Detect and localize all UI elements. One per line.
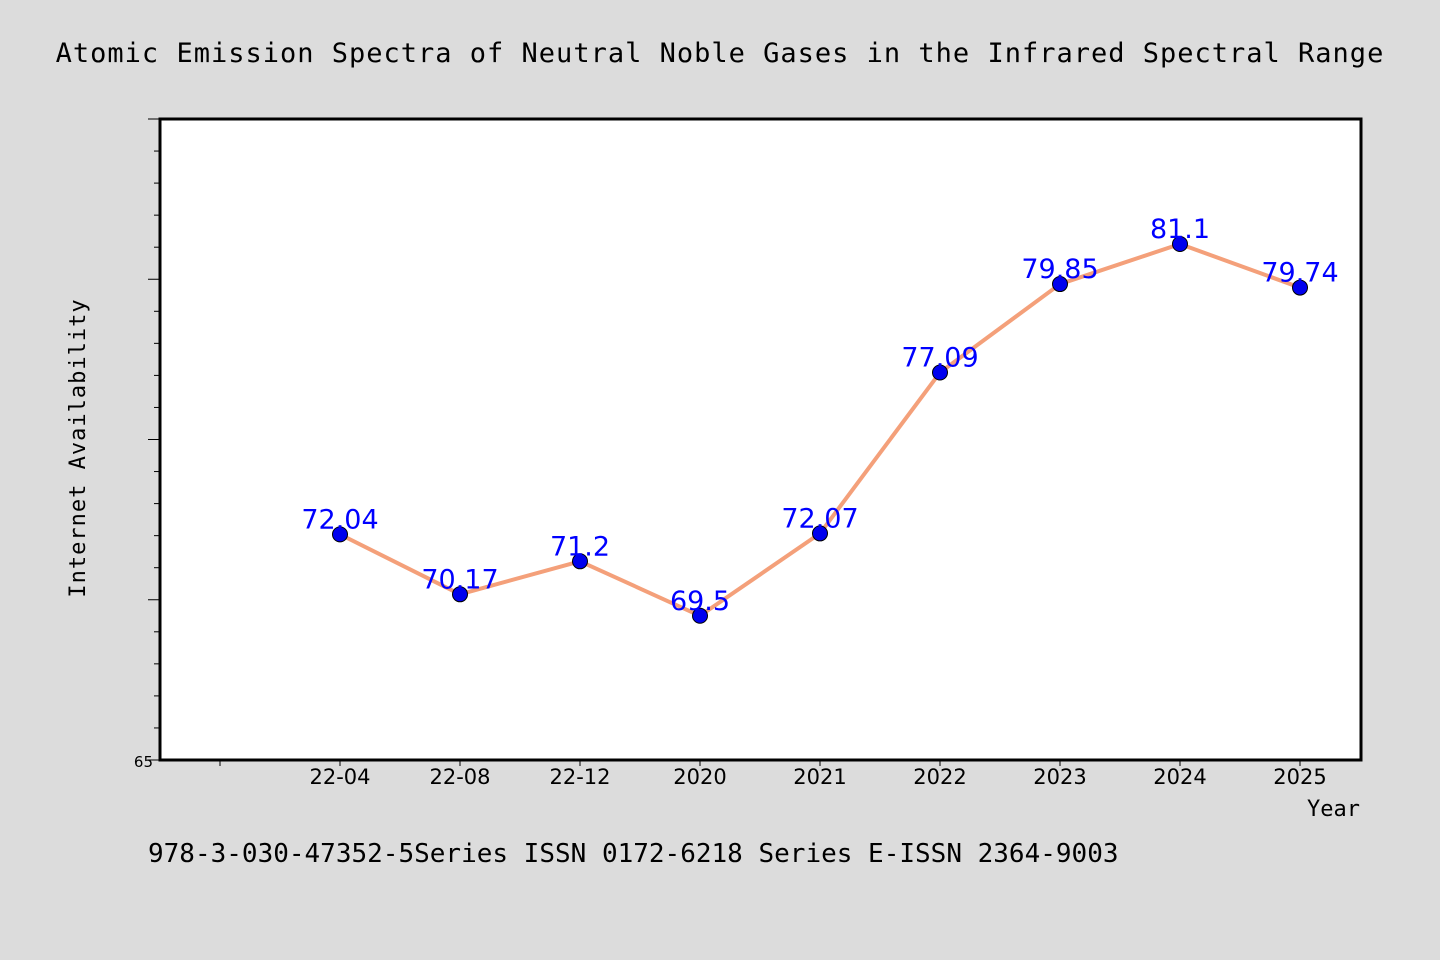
x-tick-label: 2022 [913,765,966,789]
data-point [932,364,948,381]
data-point [1052,276,1068,293]
data-label: 77.09 [901,343,978,374]
x-tick-label: 22-08 [429,765,490,789]
x-tick-label: 2020 [673,765,726,789]
data-label: 69.5 [670,586,730,617]
x-tick-label: 22-12 [549,765,610,789]
data-label: 81.1 [1150,214,1210,245]
x-tick-label: 2024 [1153,765,1206,789]
data-label: 70.17 [421,564,498,595]
footer-text: 978-3-030-47352-5Series ISSN 0172-6218 S… [148,839,1119,869]
y-axis-label: Internet Availability [66,298,91,597]
data-label: 79.85 [1021,254,1098,285]
x-tick-label: 2021 [793,765,846,789]
data-labels-layer: 72.04 70.17 71.2 69.5 72.07 77.09 79.85 81.1 79.… [301,214,1338,617]
data-point [812,525,828,542]
y-tick-label: 65 [134,753,153,771]
x-tick-label: 2023 [1033,765,1086,789]
data-point [1292,279,1308,296]
plot-area [158,117,1363,762]
x-tick-label: 22-04 [309,765,370,789]
data-label: 72.07 [781,503,858,534]
data-point [332,526,348,543]
data-label: 72.04 [301,504,378,535]
x-axis-ticks: 22-04 22-08 22-12 2020 2021 2022 2023 2024 2025 [219,760,1327,789]
data-label: 79.74 [1261,258,1338,289]
data-label: 71.2 [550,531,610,562]
data-point [1172,235,1188,252]
chart-title: Atomic Emission Spectra of Neutral Noble… [56,38,1385,69]
data-point [692,607,708,624]
series-layer [332,235,1308,624]
x-axis-label: Year [1307,797,1360,822]
y-axis-ticks [148,118,160,761]
data-point [452,586,468,603]
x-tick-label: 2025 [1273,765,1326,789]
data-point [572,553,588,570]
